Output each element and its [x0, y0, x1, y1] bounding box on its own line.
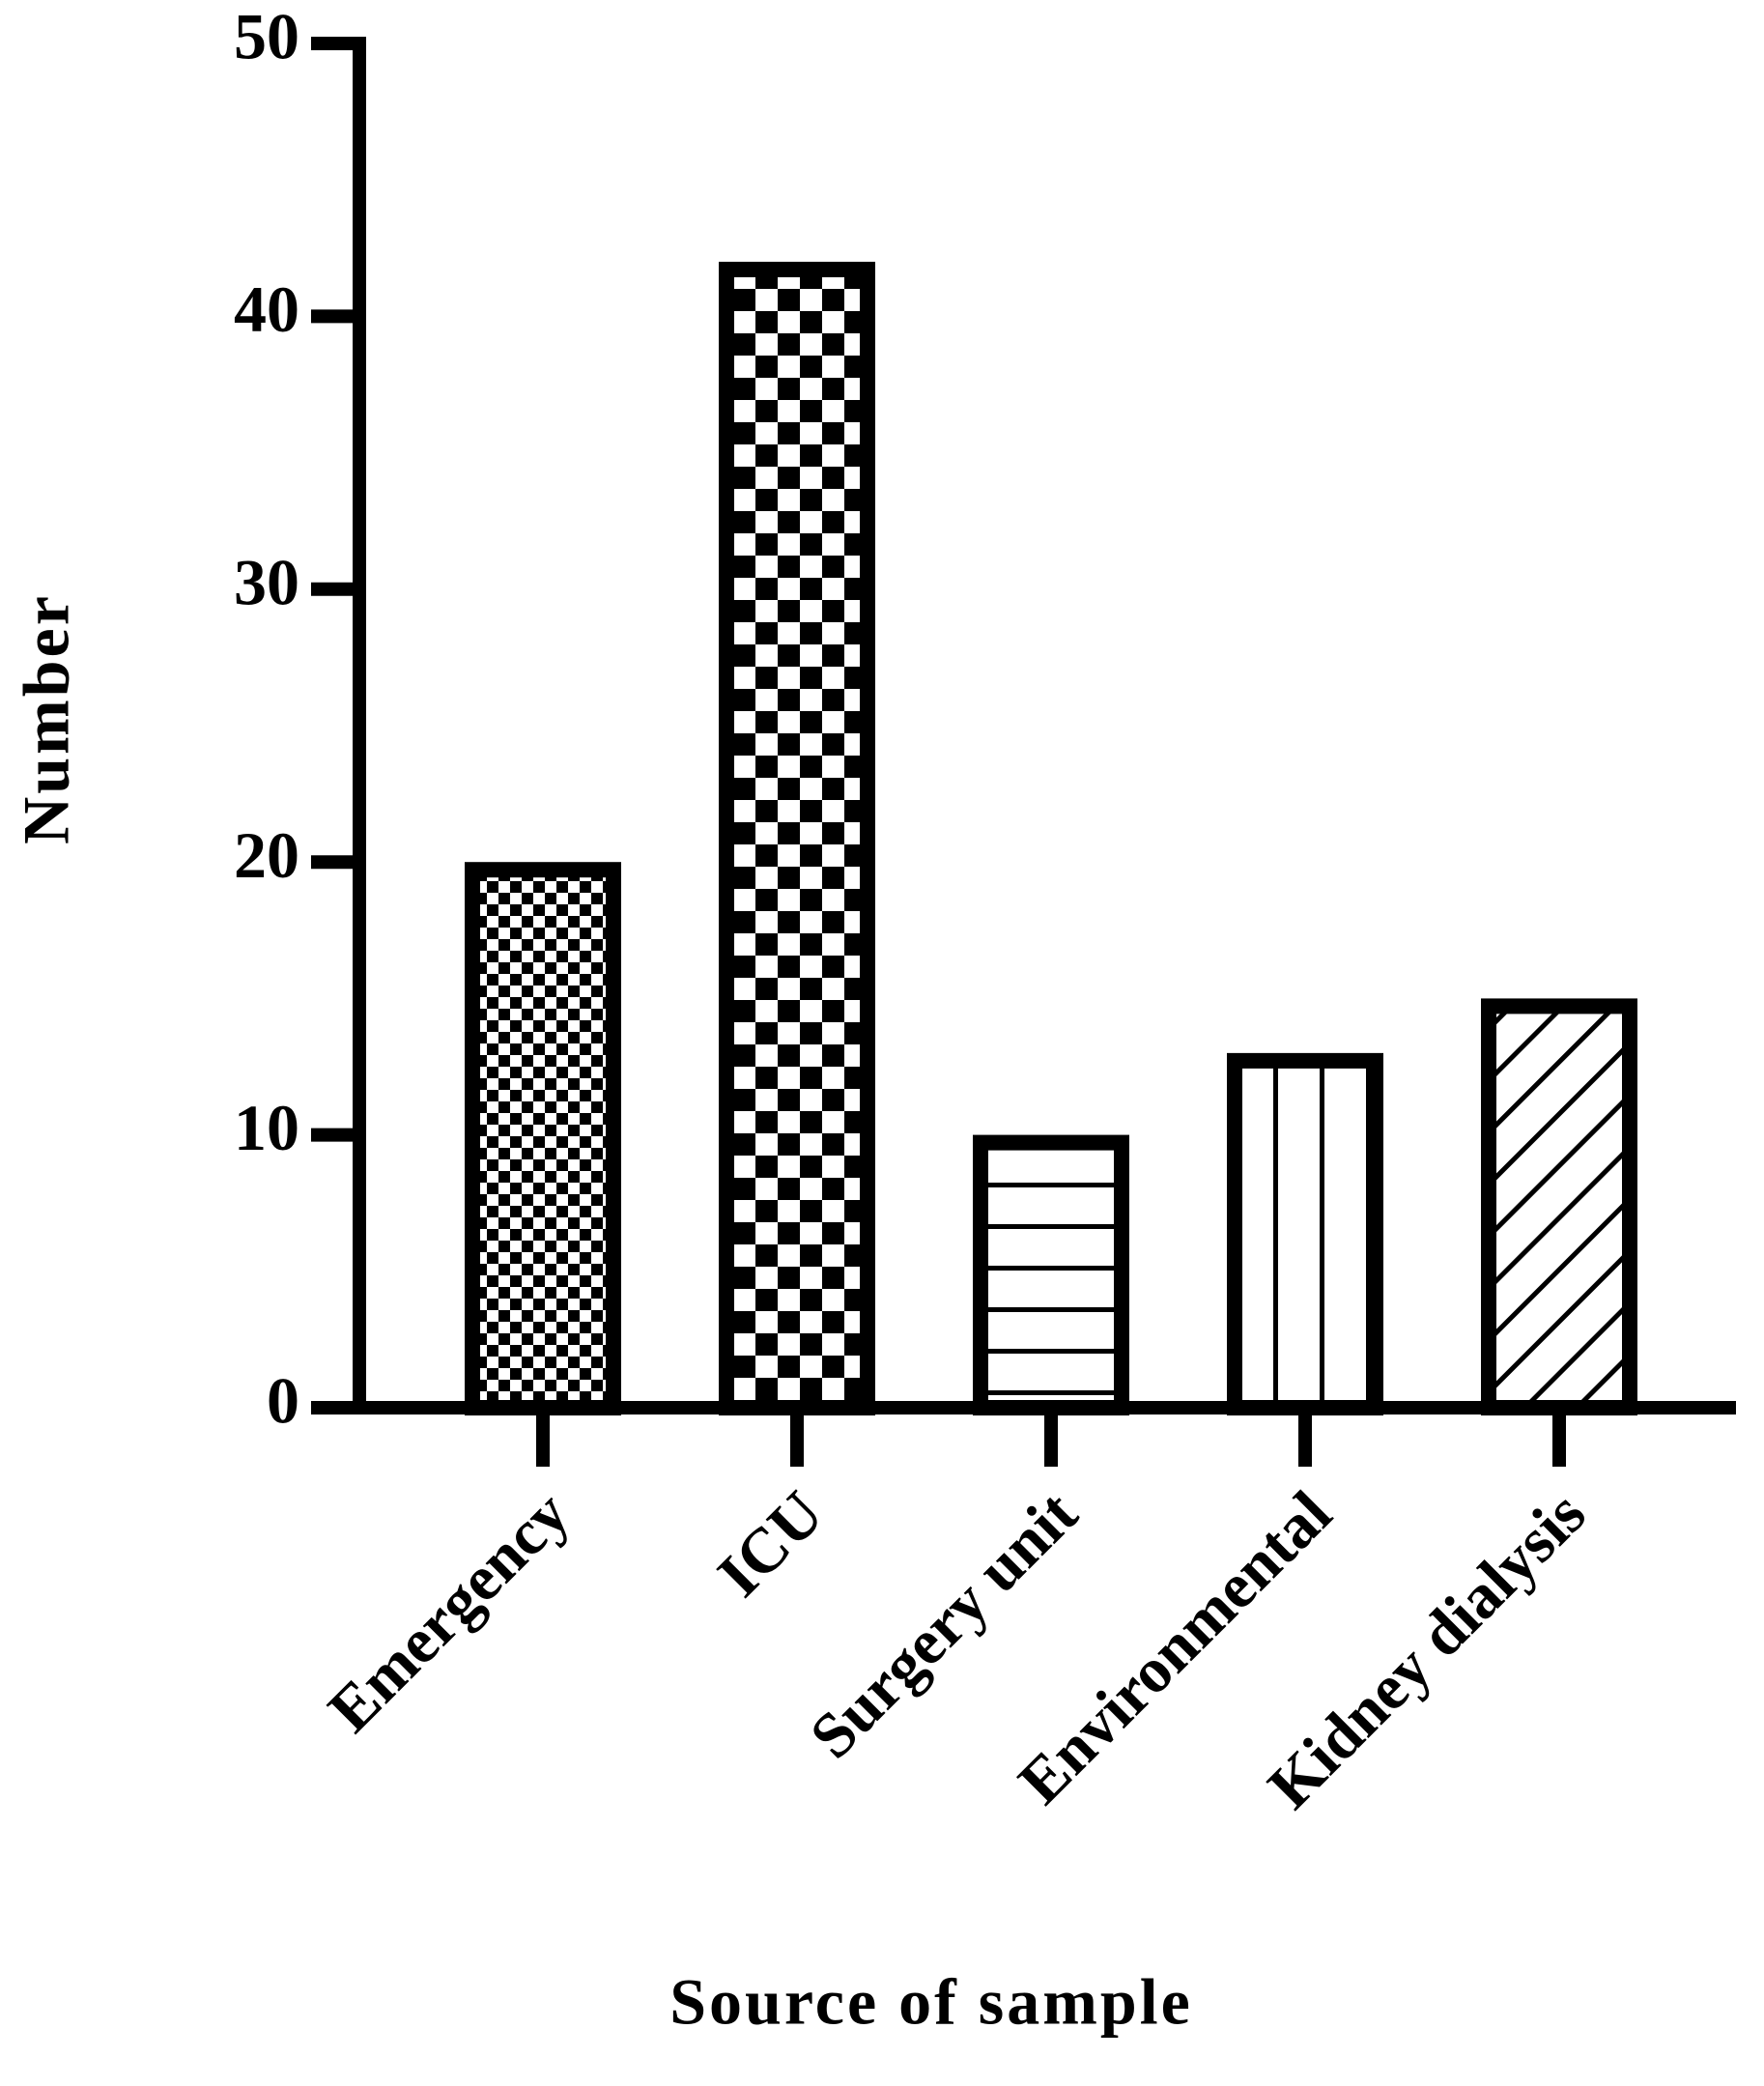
x-tick-label: ICU — [704, 1478, 837, 1611]
bar — [719, 261, 875, 1415]
bar — [1227, 1052, 1383, 1415]
x-axis-title: Source of sample — [669, 1965, 1193, 2039]
y-tick-label: 0 — [267, 1364, 299, 1438]
x-tick-label: Emergency — [315, 1478, 583, 1746]
y-tick-label: 20 — [234, 818, 299, 892]
y-axis-title: Number — [10, 593, 83, 844]
y-tick-label: 10 — [234, 1091, 299, 1164]
bar — [1481, 998, 1637, 1416]
bar — [973, 1134, 1129, 1415]
y-tick-label: 40 — [234, 272, 299, 346]
bar — [465, 862, 621, 1415]
y-tick-label: 30 — [234, 545, 299, 618]
y-tick-label: 50 — [234, 0, 299, 73]
